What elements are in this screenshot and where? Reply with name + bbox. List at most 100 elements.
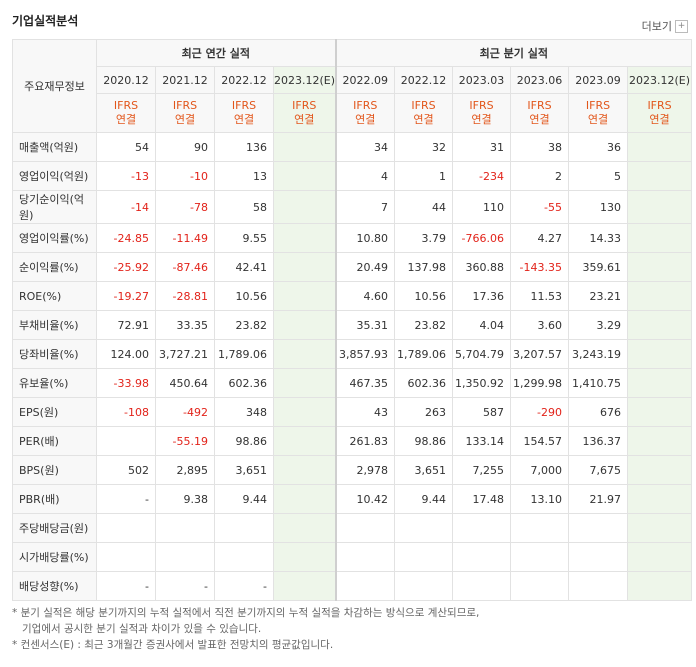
table-cell: 13.10 xyxy=(510,484,570,514)
table-cell xyxy=(272,484,337,514)
ifrs-label-line2: 연결 xyxy=(115,113,137,126)
table-cell: -492 xyxy=(155,397,215,427)
table-cell xyxy=(155,542,215,572)
table-cell: 32 xyxy=(394,132,454,162)
table-cell: -11.49 xyxy=(155,223,215,253)
table-cell: 10.80 xyxy=(334,223,396,253)
table-cell xyxy=(272,397,337,427)
table-row: 부채비율(%) 72.91 33.35 23.82 35.31 23.82 4.04 3.60… xyxy=(12,310,693,340)
table-cell xyxy=(272,132,337,162)
table-cell xyxy=(155,513,215,543)
table-cell: -108 xyxy=(96,397,156,427)
more-button[interactable]: 더보기 + xyxy=(642,18,688,34)
table-cell xyxy=(394,542,454,572)
table-cell: - xyxy=(214,571,274,601)
row-label: BPS(원) xyxy=(12,455,97,485)
table-cell xyxy=(510,571,570,601)
table-cell: 360.88 xyxy=(452,252,512,282)
table-cell: 348 xyxy=(214,397,274,427)
table-cell: -143.35 xyxy=(510,252,570,282)
table-row: BPS(원) 502 2,895 3,651 2,978 3,651 7,255 7,000 7… xyxy=(12,455,693,485)
table-row: PER(배) -55.19 98.86 261.83 98.86 133.14 154.57… xyxy=(12,426,693,456)
table-row: 당기순이익(억원) -14 -78 58 7 44 110 -55 130 xyxy=(12,190,693,224)
ifrs-label-line2: 연결 xyxy=(413,113,434,126)
row-label: 당기순이익(억원) xyxy=(12,190,97,224)
table-cell xyxy=(452,571,512,601)
table-cell: 7,675 xyxy=(568,455,629,485)
table-cell: 2,895 xyxy=(155,455,215,485)
ifrs-label-line2: 연결 xyxy=(174,113,196,126)
row-label: 순이익률(%) xyxy=(12,252,97,282)
period-header: 2022.12 xyxy=(214,66,274,94)
ifrs-label-line2: 연결 xyxy=(529,113,550,126)
table-row: 매출액(억원) 54 90 136 34 32 31 38 36 xyxy=(12,132,693,162)
table-cell xyxy=(272,252,337,282)
table-cell xyxy=(272,455,337,485)
table-cell xyxy=(272,513,337,543)
table-row: 영업이익률(%) -24.85 -11.49 9.55 10.80 3.79 -766.06… xyxy=(12,223,693,253)
table-cell: 9.44 xyxy=(214,484,274,514)
table-cell: 38 xyxy=(510,132,570,162)
table-cell: 1,789.06 xyxy=(214,339,274,369)
table-cell: 90 xyxy=(155,132,215,162)
table-cell xyxy=(510,513,570,543)
ifrs-label-line1: IFRS xyxy=(353,99,378,112)
table-cell: 58 xyxy=(214,190,274,224)
ifrs-label-line2: 연결 xyxy=(649,113,670,126)
table-cell: 42.41 xyxy=(214,252,274,282)
table-cell: 261.83 xyxy=(334,426,396,456)
table-cell xyxy=(627,542,693,572)
table-row: ROE(%) -19.27 -28.81 10.56 4.60 10.56 17.36 11.… xyxy=(12,281,693,311)
table-cell: 31 xyxy=(452,132,512,162)
table-row: 순이익률(%) -25.92 -87.46 42.41 20.49 137.98 360.8… xyxy=(12,252,693,282)
table-cell: - xyxy=(155,571,215,601)
footnote-1-cont: 기업에서 공시한 분기 실적과 차이가 있을 수 있습니다. xyxy=(22,623,262,635)
table-row: PBR(배) -9.38 9.44 10.42 9.44 17.48 13.10 21.97 xyxy=(12,484,693,514)
table-cell xyxy=(627,513,693,543)
table-cell: 9.55 xyxy=(214,223,274,253)
table-cell: 43 xyxy=(334,397,396,427)
period-header: 2023.06 xyxy=(510,66,570,94)
ifrs-label-line1: IFRS xyxy=(411,99,436,112)
table-cell: -24.85 xyxy=(96,223,156,253)
ifrs-label-line2: 연결 xyxy=(233,113,255,126)
table-cell: 10.56 xyxy=(214,281,274,311)
table-cell xyxy=(272,223,337,253)
table-cell: 4.27 xyxy=(510,223,570,253)
table-cell: 263 xyxy=(394,397,454,427)
ifrs-row: IFRS 연결 IFRS 연결 IFRS 연결 IFRS 연결 IFRS 연결 IFRS 연결 IFRS… xyxy=(13,93,693,133)
table-cell xyxy=(272,281,337,311)
table-cell: 23.82 xyxy=(394,310,454,340)
period-header: 2023.09 xyxy=(568,66,629,94)
period-header: 2023.12(E) xyxy=(627,66,693,94)
table-cell xyxy=(627,571,693,601)
table-cell: 36 xyxy=(568,132,629,162)
table-row: 유보율(%) -33.98 450.64 602.36 467.35 602.36 1,35… xyxy=(12,368,693,398)
annual-group-header: 최근 연간 실적 xyxy=(95,39,337,67)
table-cell: 23.21 xyxy=(568,281,629,311)
period-header: 2021.12 xyxy=(155,66,215,94)
table-cell: -290 xyxy=(510,397,570,427)
ifrs-label: IFRS 연결 xyxy=(214,93,274,133)
table-cell xyxy=(627,368,693,398)
table-cell: -13 xyxy=(96,161,156,191)
table-cell xyxy=(96,426,156,456)
row-label: 배당성향(%) xyxy=(12,571,97,601)
ifrs-label-line2: 연결 xyxy=(294,113,315,126)
ifrs-label: IFRS 연결 xyxy=(627,93,693,133)
ifrs-label: IFRS 연결 xyxy=(272,93,337,133)
table-cell: 450.64 xyxy=(155,368,215,398)
table-cell: 136.37 xyxy=(568,426,629,456)
table-cell: 98.86 xyxy=(214,426,274,456)
table-cell xyxy=(452,513,512,543)
table-cell xyxy=(272,571,337,601)
table-cell: -234 xyxy=(452,161,512,191)
table-cell: 9.44 xyxy=(394,484,454,514)
table-row: 영업이익(억원) -13 -10 13 4 1 -234 2 5 xyxy=(12,161,693,191)
table-cell: 602.36 xyxy=(394,368,454,398)
table-cell xyxy=(627,190,693,224)
table-cell: -14 xyxy=(96,190,156,224)
row-label: 주당배당금(원) xyxy=(12,513,97,543)
table-row: 시가배당률(%) xyxy=(12,542,693,572)
